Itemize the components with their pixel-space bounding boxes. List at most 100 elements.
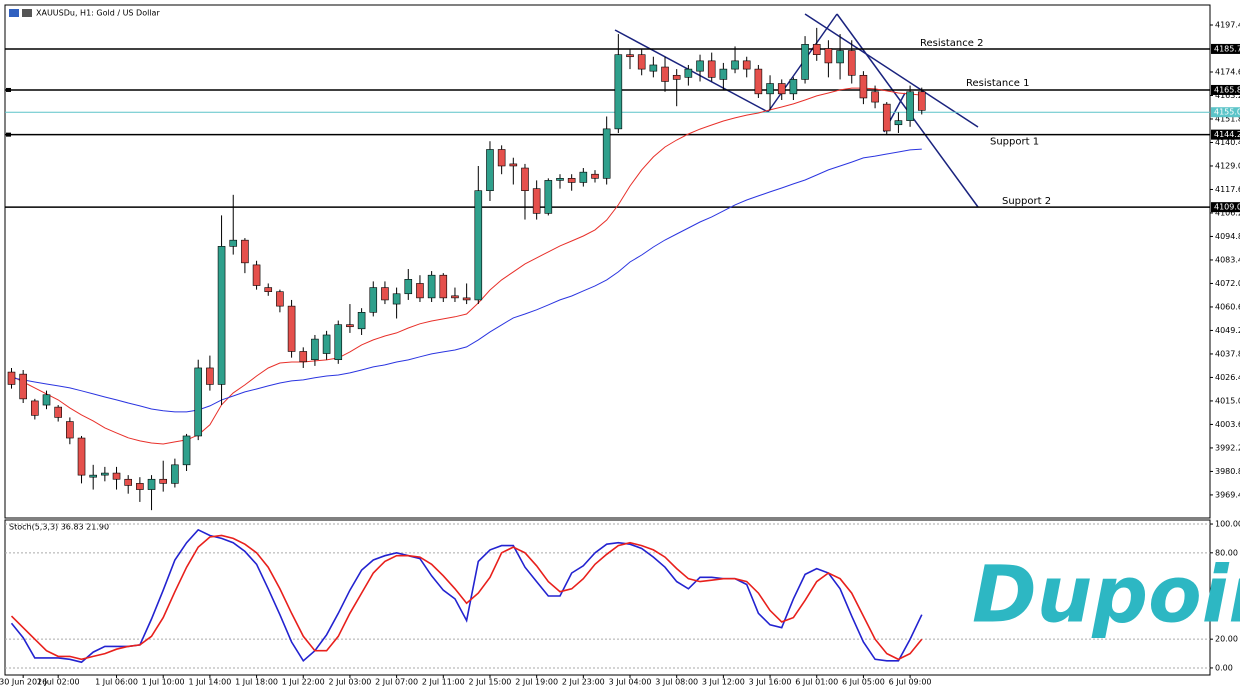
candle-body (101, 472, 109, 476)
candle-body (474, 190, 483, 301)
y-tick-label: 3992.20 (1215, 443, 1240, 452)
stoch-line (10, 528, 923, 664)
candle-body (754, 68, 763, 95)
candle-body (252, 264, 261, 286)
candle-body (462, 297, 471, 301)
y-tick-label: 4140.40 (1215, 138, 1240, 147)
candle-body (334, 324, 343, 361)
y-tick-label: 4151.80 (1215, 114, 1240, 123)
x-tick-label: 2 Jul 19:00 (515, 678, 558, 687)
icon (22, 9, 32, 17)
current-price-label: 4155.08 (1214, 108, 1240, 117)
candle-body (439, 274, 448, 299)
level-handle (6, 132, 11, 137)
candle-body (696, 60, 704, 72)
y-tick-label: 3969.40 (1215, 490, 1240, 499)
candle-body (509, 163, 518, 167)
level-price-label: 4165.88 (1214, 85, 1240, 94)
candle-body (567, 178, 576, 183)
candle-body (836, 50, 844, 64)
x-tick-label: 2 Jul 23:00 (562, 678, 605, 687)
candle-body (264, 287, 273, 292)
candle-body (346, 324, 354, 328)
candle-body (124, 478, 132, 486)
candle-body (801, 44, 809, 80)
y-tick-label: 4174.60 (1215, 67, 1240, 76)
y-tick-label: 4003.60 (1215, 420, 1240, 429)
candle-body (684, 68, 693, 78)
candle-body (591, 173, 599, 179)
y-tick-label: 3980.80 (1215, 467, 1240, 476)
candle-body (777, 83, 786, 95)
candle-body (381, 287, 389, 301)
x-tick-label: 1 Jul 22:00 (282, 678, 325, 687)
candle-body (112, 472, 121, 480)
candle-body (847, 50, 856, 76)
candle-body (882, 103, 891, 132)
x-tick-label: 1 Jul 18:00 (235, 678, 278, 687)
candle-body (672, 74, 681, 80)
candle-body (917, 91, 926, 111)
candle-body (416, 283, 424, 299)
candle-body (7, 371, 16, 385)
watermark-logo: Dupoin (972, 550, 1240, 640)
y-tick-label: 4015.00 (1215, 396, 1240, 405)
candle-body (812, 44, 821, 55)
level-name: Support 1 (990, 137, 1039, 148)
candle-body (357, 312, 366, 330)
y-tick-label: 20.00 (1215, 635, 1238, 644)
candle-body (521, 167, 529, 192)
candle-body (229, 239, 238, 247)
candle-body (614, 54, 623, 130)
level-price-box (1211, 84, 1240, 95)
candle-body (894, 120, 903, 126)
candle-body (31, 400, 39, 416)
x-tick-label: 1 Jul 02:00 (37, 678, 80, 687)
x-tick-label: 30 Jun 2026 (0, 678, 47, 687)
candle-body (789, 79, 798, 95)
moving-average (11, 148, 922, 413)
candle-body (147, 478, 156, 490)
y-tick-label: 4026.40 (1215, 373, 1240, 382)
candle-body (871, 91, 879, 103)
candle-body (42, 394, 51, 406)
trend-line (804, 13, 979, 128)
y-tick-label: 4094.80 (1215, 232, 1240, 241)
candle-body (194, 367, 203, 437)
x-tick-label: 2 Jul 03:00 (328, 678, 371, 687)
chart-title: XAUUSDu, H1: Gold / US Dollar (36, 9, 160, 18)
candle-body (159, 478, 168, 484)
level-price-label: 4109.02 (1214, 203, 1240, 212)
level-price-box (1211, 43, 1240, 54)
candle-body (287, 305, 296, 352)
candle-body (579, 171, 588, 183)
icon (9, 9, 19, 17)
y-tick-label: 4072.00 (1215, 279, 1240, 288)
x-tick-label: 2 Jul 07:00 (375, 678, 418, 687)
level-name: Resistance 1 (966, 78, 1029, 89)
candle-body (66, 421, 74, 439)
y-tick-label: 4049.20 (1215, 326, 1240, 335)
candle-body (661, 66, 669, 82)
candle-body (637, 54, 646, 70)
candle-body (719, 68, 728, 80)
candle-body (182, 435, 191, 466)
x-tick-label: 2 Jul 15:00 (469, 678, 512, 687)
y-tick-label: 100.00 (1215, 520, 1240, 529)
y-tick-label: 80.00 (1215, 548, 1238, 557)
x-tick-label: 1 Jul 10:00 (142, 678, 185, 687)
x-tick-label: 6 Jul 05:00 (842, 678, 885, 687)
x-tick-label: 3 Jul 08:00 (655, 678, 698, 687)
candle-body (859, 74, 868, 99)
candle-body (299, 351, 308, 363)
level-name: Support 2 (1002, 196, 1051, 207)
candle-body (54, 406, 62, 418)
candle-body (404, 279, 413, 295)
y-tick-label: 4163.20 (1215, 91, 1240, 100)
candle-body (451, 295, 459, 299)
candle-body (427, 274, 436, 299)
candle-body (311, 338, 319, 361)
stoch-line (10, 534, 923, 661)
candle-body (77, 437, 86, 476)
